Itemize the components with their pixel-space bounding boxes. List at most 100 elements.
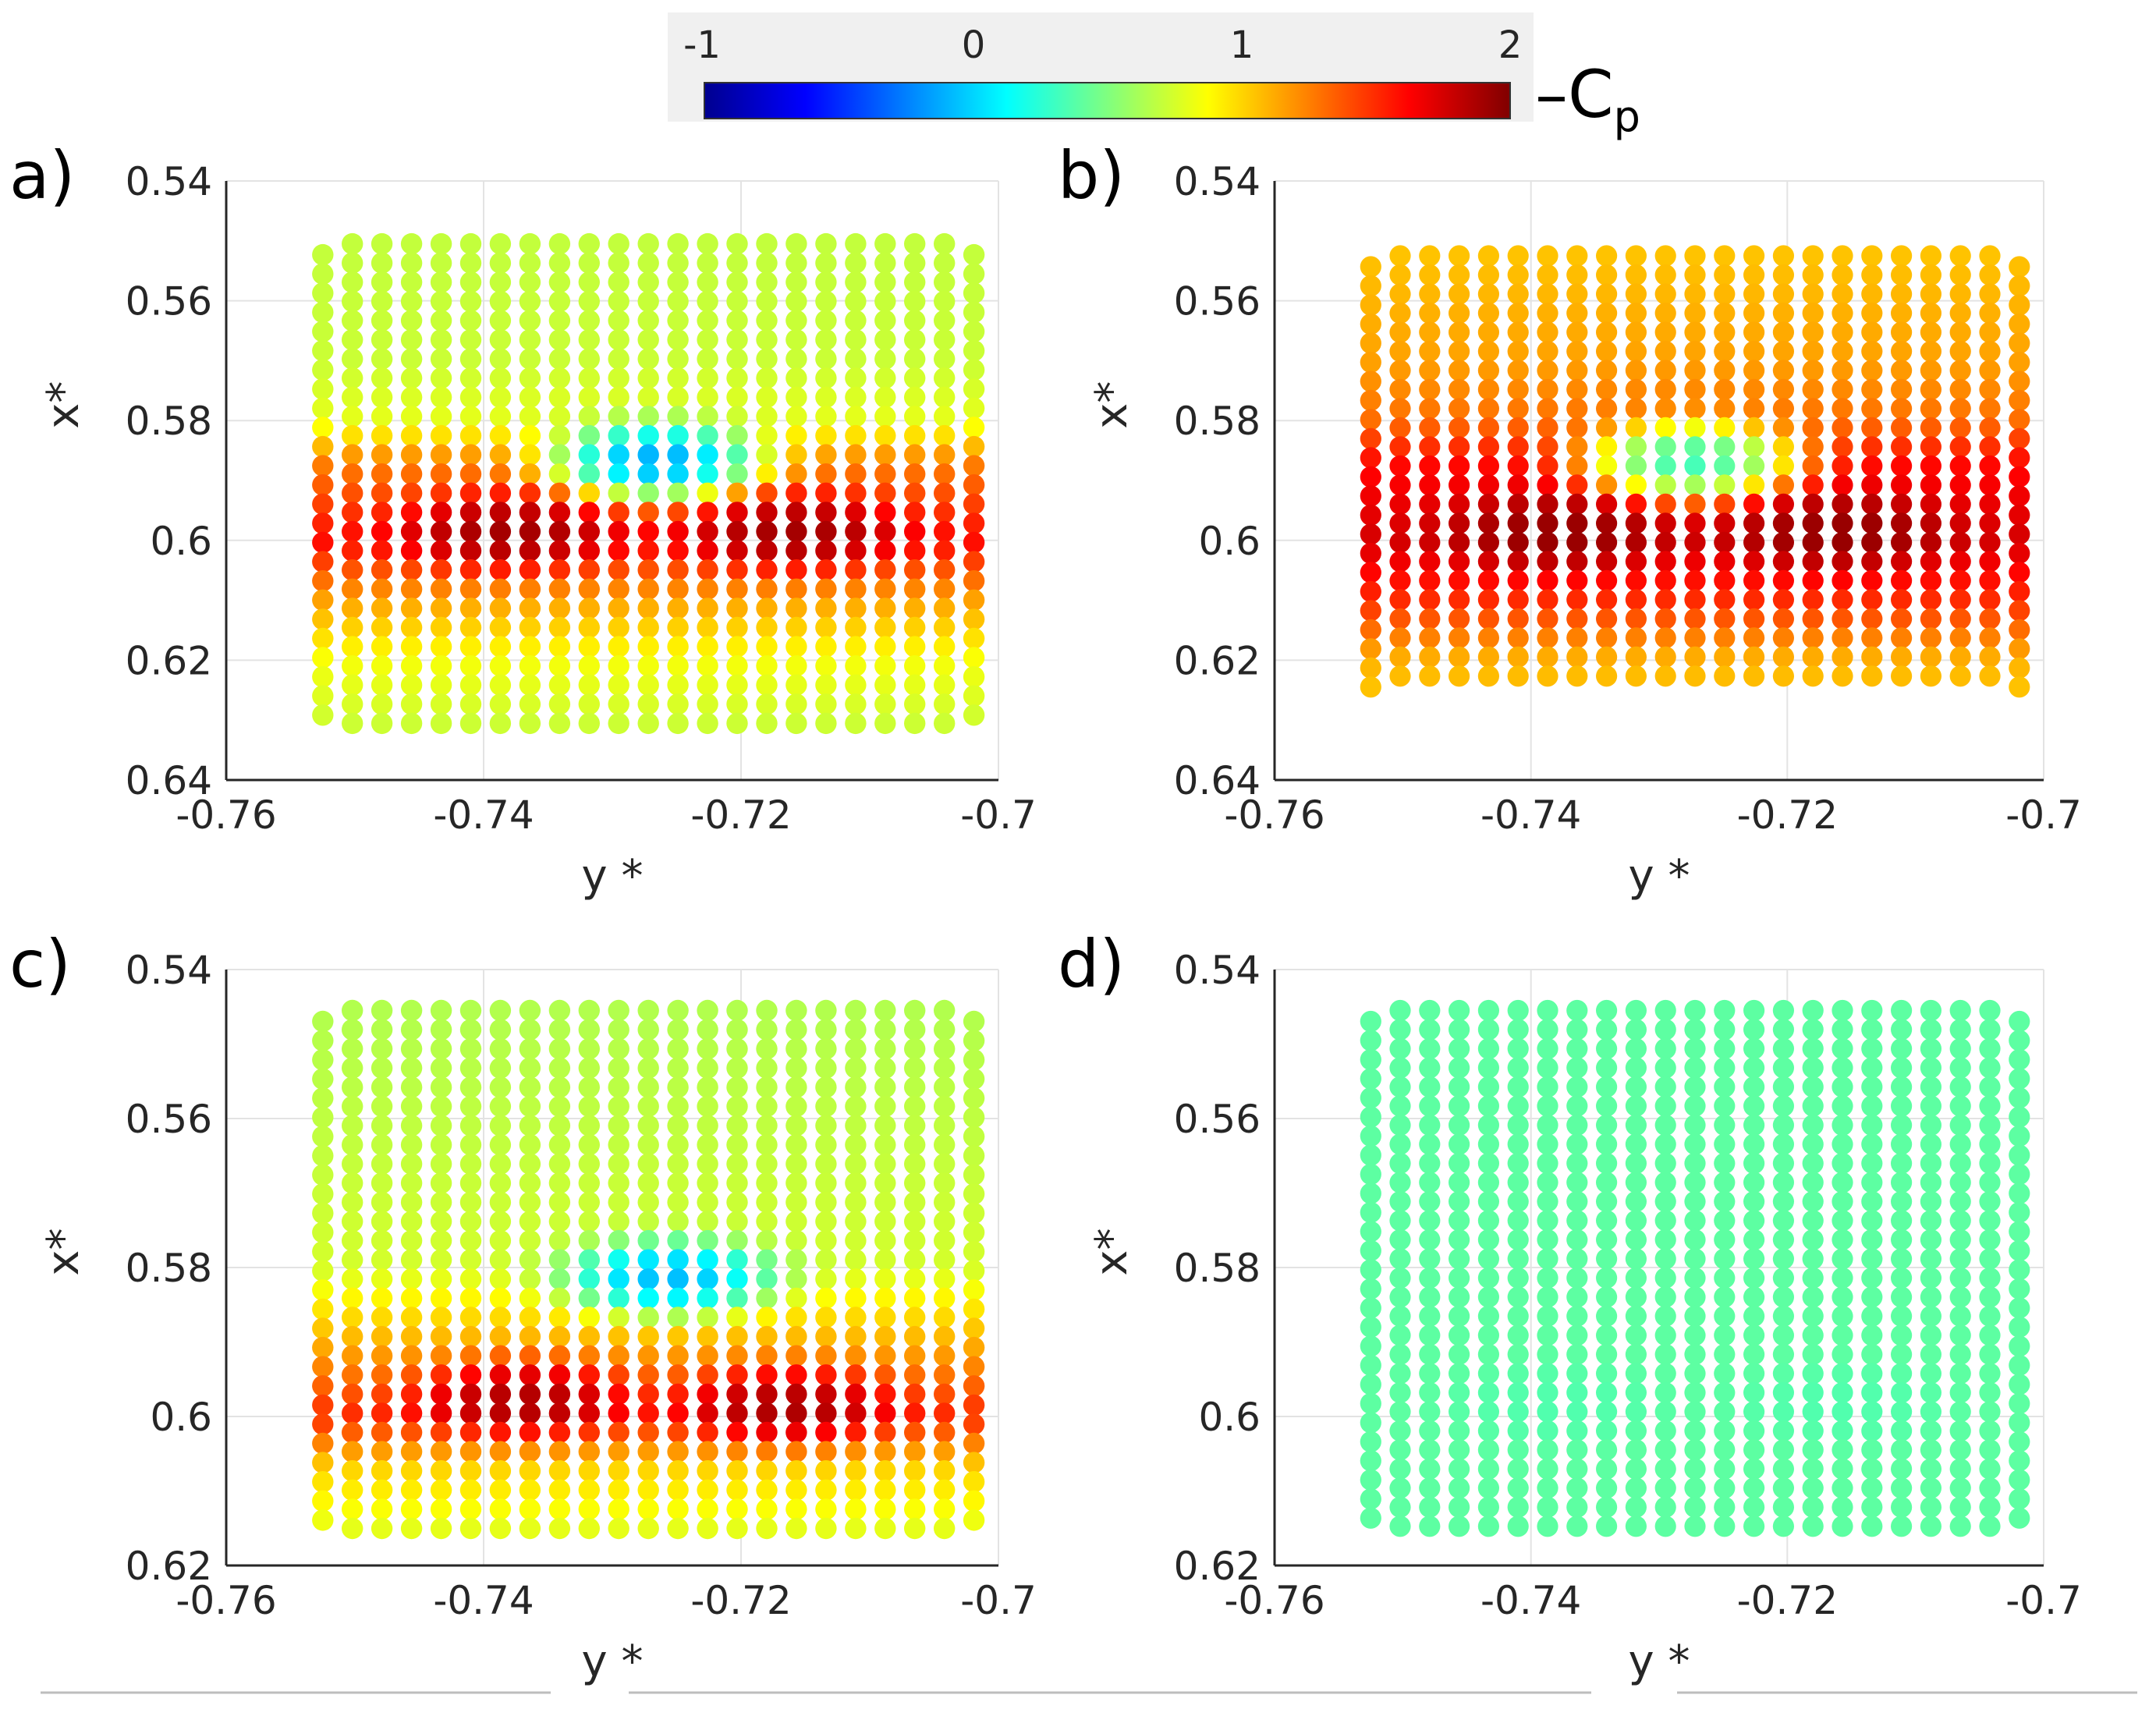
data-point (1477, 245, 1499, 267)
data-point (312, 493, 334, 515)
y-tick-label: 0.64 (1174, 758, 1261, 803)
data-point (756, 1479, 778, 1502)
data-point (1920, 1496, 1941, 1518)
data-point (1743, 417, 1765, 439)
data-point (342, 502, 363, 523)
data-point (1891, 455, 1913, 477)
data-point (608, 1134, 629, 1156)
data-point (934, 444, 956, 466)
data-point (874, 1229, 896, 1252)
data-point (845, 406, 867, 427)
data-point (874, 1076, 896, 1098)
data-point (1743, 999, 1765, 1022)
data-point (934, 1402, 956, 1424)
data-point (519, 1421, 541, 1444)
y-tick-label: 0.54 (126, 159, 212, 204)
y-tick-label: 0.56 (1174, 1097, 1261, 1142)
data-point (637, 1095, 659, 1118)
data-point (637, 1019, 659, 1041)
data-point (578, 1038, 600, 1060)
data-point (1507, 1458, 1529, 1480)
data-point (815, 1325, 837, 1348)
data-point (1507, 283, 1529, 305)
data-point (608, 540, 629, 562)
data-point (1625, 512, 1647, 534)
data-point (312, 321, 334, 342)
data-point (1861, 1324, 1883, 1346)
data-point (312, 1068, 334, 1090)
data-point (785, 1134, 807, 1156)
data-point (548, 1441, 571, 1463)
data-point (1654, 512, 1676, 534)
data-point (1625, 283, 1647, 305)
data-point (1477, 1172, 1499, 1193)
data-point (342, 1172, 363, 1194)
data-point (1654, 245, 1676, 267)
data-point (1891, 245, 1913, 267)
data-point (519, 559, 541, 581)
data-point (637, 1076, 659, 1098)
data-point (1596, 474, 1618, 496)
data-point (1654, 627, 1676, 649)
data-point (726, 502, 748, 523)
data-point (1861, 1210, 1883, 1232)
data-point (785, 1153, 807, 1175)
data-point (904, 597, 926, 619)
data-point (785, 1076, 807, 1098)
data-point (400, 540, 423, 562)
data-point (548, 252, 571, 274)
data-point (1979, 1229, 2001, 1250)
data-point (548, 1268, 571, 1290)
data-point (312, 1471, 334, 1493)
data-point (312, 1106, 334, 1129)
data-point (1566, 569, 1588, 592)
data-point (400, 424, 423, 447)
data-point (1861, 531, 1883, 554)
data-point (371, 1172, 393, 1194)
data-point (1949, 1057, 1971, 1079)
data-point (637, 424, 659, 447)
data-point (342, 252, 363, 274)
data-point (1684, 321, 1706, 343)
data-point (578, 616, 600, 639)
data-point (1861, 627, 1883, 649)
data-point (430, 1402, 452, 1424)
data-point (430, 424, 452, 447)
data-point (312, 647, 334, 668)
data-point (756, 271, 778, 293)
data-point (904, 1134, 926, 1156)
data-point (815, 1095, 837, 1118)
data-point (874, 540, 896, 562)
data-point (637, 636, 659, 658)
data-point (667, 1345, 689, 1367)
data-point (1891, 283, 1913, 305)
data-point (1654, 1439, 1676, 1461)
data-point (1979, 1477, 2001, 1499)
data-point (815, 1441, 837, 1463)
data-point (400, 252, 423, 274)
data-point (519, 1460, 541, 1482)
data-point (1714, 551, 1736, 573)
data-point (519, 597, 541, 619)
data-point (548, 367, 571, 389)
data-point (2009, 466, 2030, 488)
data-point (430, 328, 452, 351)
data-point (667, 502, 689, 523)
data-point (815, 406, 837, 427)
data-point (1802, 512, 1824, 534)
data-point (1507, 1057, 1529, 1079)
data-point (667, 578, 689, 600)
data-point (1802, 1267, 1824, 1289)
data-point (1743, 1477, 1765, 1499)
data-point (963, 339, 985, 362)
data-point (1772, 1363, 1794, 1385)
data-point (459, 1402, 482, 1424)
data-point (1566, 665, 1588, 687)
data-point (1832, 627, 1853, 649)
data-point (726, 1517, 748, 1540)
data-point (1537, 264, 1558, 286)
data-point (1684, 245, 1706, 267)
data-point (1684, 512, 1706, 534)
data-point (608, 616, 629, 639)
data-point (1507, 1286, 1529, 1308)
